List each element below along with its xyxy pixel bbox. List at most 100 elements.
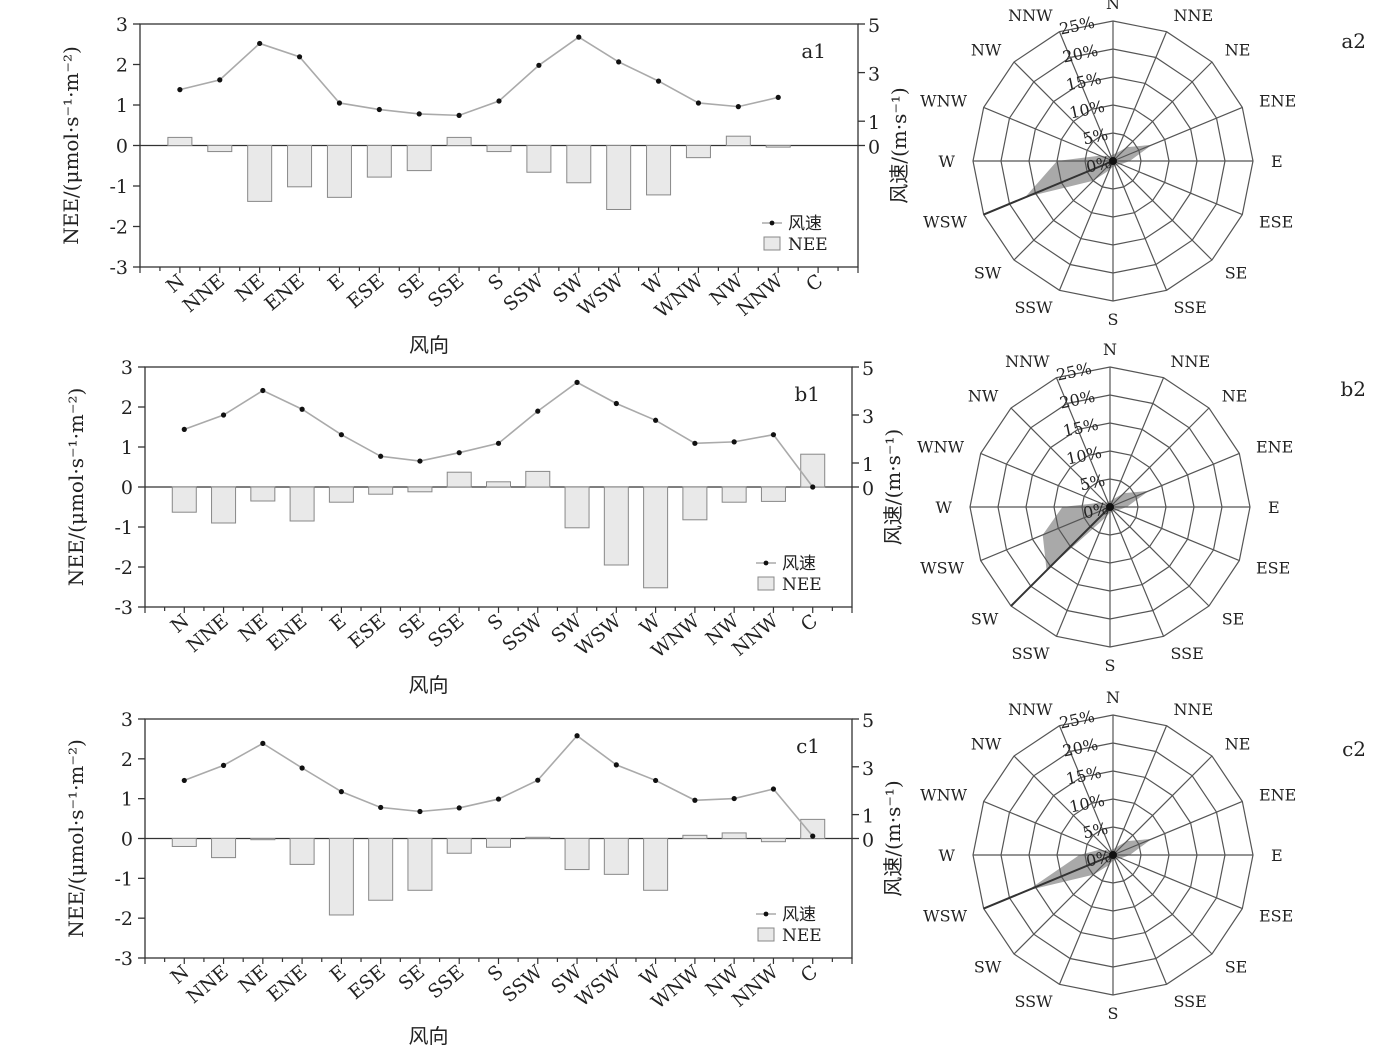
rose-spoke [1058,854,1114,985]
wind-speed-point [296,54,303,60]
y-tick-label: 1 [121,437,133,459]
legend-wind-label: 风速 [788,214,822,234]
x-axis-label: 风向 [409,1024,449,1048]
rose-direction-label: SSW [1014,298,1053,317]
rose-direction-label: SSE [1173,992,1206,1011]
y2-tick-label: 1 [868,112,880,134]
wind-speed-point [496,98,502,104]
x-tick-label: NNE [183,961,233,1008]
rose-direction-label: SSW [1014,992,1053,1011]
nee-bar [721,832,747,840]
nee-bar [368,838,394,901]
rose-direction-label: SW [971,610,999,629]
rose-direction-label: SSE [1173,298,1206,317]
x-tick-label: WSW [574,270,628,321]
rose-direction-label: WSW [923,212,967,231]
wind-speed-point [692,797,698,803]
rose-spoke [1112,854,1168,985]
nee-bar [486,145,512,153]
x-tick-label: ESE [345,961,390,1004]
y-tick-label: 1 [121,789,133,811]
nee-bar [682,486,708,521]
nee-bar [446,838,472,854]
rose-direction-label: NNE [1173,6,1213,25]
y-tick-label: 2 [116,55,128,77]
rose-direction-label: WNW [920,92,967,111]
wind-speed-line [184,381,814,488]
x-tick-label: SSW [499,270,548,316]
y-left-axis-label: NEE/(μmol·s⁻¹·m⁻²) [59,46,83,245]
rose-dominant-line [983,854,1114,910]
wind-speed-point [535,777,541,783]
rose-spoke [980,506,1111,562]
y2-tick-label: 1 [862,454,874,476]
nee-bar [765,145,791,148]
wind-speed-point [260,387,266,394]
wind-speed-point [655,78,662,84]
rose-direction-label: NNW [1008,700,1053,719]
y2-tick-label: 5 [862,710,874,732]
wind-speed-point [257,40,263,47]
y2-tick-label: 3 [868,64,880,86]
x-tick-label: SSW [498,961,547,1007]
rose-direction-label: WNW [920,786,967,805]
nee-bar [606,145,632,210]
rose-spoke [1112,160,1243,216]
nee-bar [446,136,472,146]
wind-speed-point [574,379,580,385]
y-tick-label: -1 [114,868,133,890]
wind-speed-point [775,94,781,100]
rose-direction-label: SW [974,264,1002,283]
y-tick-label: -3 [109,257,128,279]
y-tick-label: 2 [121,397,133,419]
legend-wind-marker [763,911,769,917]
x-tick-label: WSW [572,610,626,661]
wind-speed-point [536,62,542,68]
x-tick-label: SSE [424,610,468,652]
legend-wind-label: 风速 [782,554,816,574]
y-tick-label: -2 [114,557,133,579]
wind-speed-point [695,100,702,106]
wind-speed-point [613,400,619,407]
rose-direction-label: W [936,498,953,517]
rose-direction-label: S [1108,1004,1119,1023]
legend-nee-swatch [757,927,775,942]
nee-bar [760,486,786,502]
rose-percent-label: 15% [1064,763,1103,789]
rose-direction-label: ESE [1259,906,1293,925]
wind-speed-point [692,440,698,446]
nee-bar [566,145,592,184]
rose-spoke [983,106,1114,162]
nee-bar [407,486,433,493]
rose-direction-label: E [1271,152,1283,171]
rose-direction-label: WSW [923,906,967,925]
wind-speed-point [177,87,183,93]
legend-wind-label: 风速 [782,905,816,925]
rose-percent-label: 5% [1081,125,1110,149]
wind-speed-point [810,833,816,839]
y-tick-label: -3 [114,948,133,970]
y-tick-label: -3 [114,597,133,619]
x-tick-label: S [484,961,508,986]
rose-direction-label: NNW [1005,352,1050,371]
wind-speed-point [653,417,659,423]
x-tick-label: SE [394,961,429,995]
nee-bar [326,145,352,198]
rose-spoke [1058,725,1114,856]
wind-speed-point [810,484,816,490]
wind-speed-point [456,805,462,811]
rose-direction-label: NNE [1173,700,1213,719]
legend-nee-label: NEE [782,575,822,595]
rose-dominant-line [1010,506,1111,607]
wind-speed-point [181,426,187,432]
y-tick-label: 3 [121,709,133,731]
rose-center [1109,851,1117,859]
x-tick-label: ENE [261,270,309,315]
nee-bar [685,145,711,159]
nee-bar [643,486,669,589]
x-tick-label: ENE [263,961,311,1006]
wind-speed-line [179,36,779,117]
rose-direction-label: NE [1225,40,1251,59]
panel-label: c2 [1342,737,1366,761]
rose-direction-label: ENE [1256,438,1293,457]
